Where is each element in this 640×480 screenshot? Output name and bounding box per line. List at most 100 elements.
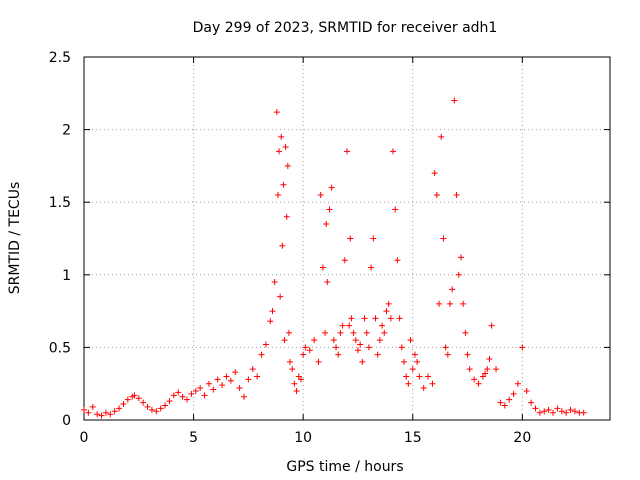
data-point [451, 97, 458, 104]
data-point [131, 392, 138, 399]
data-point [302, 344, 309, 351]
data-point [411, 351, 418, 358]
data-point [89, 403, 96, 410]
data-point [81, 406, 87, 413]
data-point [431, 170, 438, 177]
data-point [405, 380, 412, 387]
data-point [493, 366, 500, 373]
data-point [357, 341, 364, 348]
data-point [394, 257, 401, 264]
data-point [528, 399, 535, 406]
data-point [471, 376, 478, 383]
data-point [324, 279, 331, 286]
data-point [277, 293, 284, 300]
data-point [102, 409, 109, 416]
data-point [280, 181, 287, 188]
data-point [363, 329, 370, 336]
data-point [339, 322, 346, 329]
data-point [279, 242, 286, 249]
data-point [144, 403, 151, 410]
data-point [482, 370, 489, 377]
data-point [262, 341, 269, 348]
y-tick-label: 2 [62, 123, 71, 139]
data-point [346, 322, 353, 329]
data-point [240, 393, 247, 400]
data-point [188, 390, 195, 397]
data-point [416, 373, 423, 380]
x-tick-label: 20 [513, 430, 531, 446]
data-point [455, 271, 462, 278]
data-point [269, 308, 276, 315]
data-point [488, 322, 495, 329]
data-point [449, 286, 456, 293]
data-point [249, 366, 256, 373]
y-tick-label: 0 [62, 413, 71, 429]
chart-title: Day 299 of 2023, SRMTID for receiver adh… [193, 20, 498, 36]
data-point [519, 344, 526, 351]
data-point [536, 409, 543, 416]
data-point [297, 376, 304, 383]
data-point [420, 385, 427, 392]
data-point [436, 300, 443, 307]
data-point [359, 358, 366, 365]
axis-ticks: 0 5 10 15 20 0 0.5 1 1.5 2 2.5 [49, 50, 610, 446]
data-point [484, 366, 491, 373]
grid [84, 57, 610, 420]
data-point [514, 380, 521, 387]
data-point [407, 337, 414, 344]
data-point [335, 351, 342, 358]
data-point [337, 329, 344, 336]
data-point [554, 405, 561, 412]
data-point [376, 337, 383, 344]
data-point [350, 329, 357, 336]
data-point [285, 329, 292, 336]
data-point [328, 184, 335, 191]
data-point [192, 387, 199, 394]
data-point [179, 393, 186, 400]
data-point [317, 191, 324, 198]
data-point [510, 390, 517, 397]
data-point [390, 148, 397, 155]
y-axis-label: SRMTID / TECUs [7, 182, 23, 295]
data-point [497, 399, 504, 406]
data-point [374, 351, 381, 358]
data-point [347, 235, 354, 242]
data-point [453, 191, 460, 198]
data-point [425, 373, 432, 380]
data-point [227, 377, 234, 384]
data-point [311, 337, 318, 344]
data-point [558, 408, 565, 415]
data-point [287, 358, 294, 365]
data-point [414, 358, 421, 365]
x-tick-label: 15 [404, 430, 422, 446]
data-point [201, 392, 208, 399]
data-point [306, 347, 313, 354]
data-point [372, 315, 379, 322]
data-point [205, 380, 212, 387]
data-point [381, 329, 388, 336]
data-point [361, 315, 368, 322]
data-point [322, 329, 329, 336]
data-point [258, 351, 265, 358]
data-point [175, 389, 182, 396]
data-point [124, 396, 131, 403]
data-point [94, 411, 101, 418]
data-point [219, 382, 226, 389]
data-point [354, 347, 361, 354]
data-point [506, 396, 513, 403]
data-point [429, 380, 436, 387]
data-point [368, 264, 375, 271]
data-point [148, 406, 155, 413]
y-tick-label: 1.5 [49, 195, 71, 211]
data-point [383, 308, 390, 315]
data-point [197, 385, 204, 392]
data-point [545, 406, 552, 413]
data-point [315, 358, 322, 365]
data-point [385, 300, 392, 307]
y-tick-label: 1 [62, 268, 71, 284]
data-point [214, 376, 221, 383]
y-tick-label: 0.5 [49, 340, 71, 356]
data-point [254, 373, 261, 380]
